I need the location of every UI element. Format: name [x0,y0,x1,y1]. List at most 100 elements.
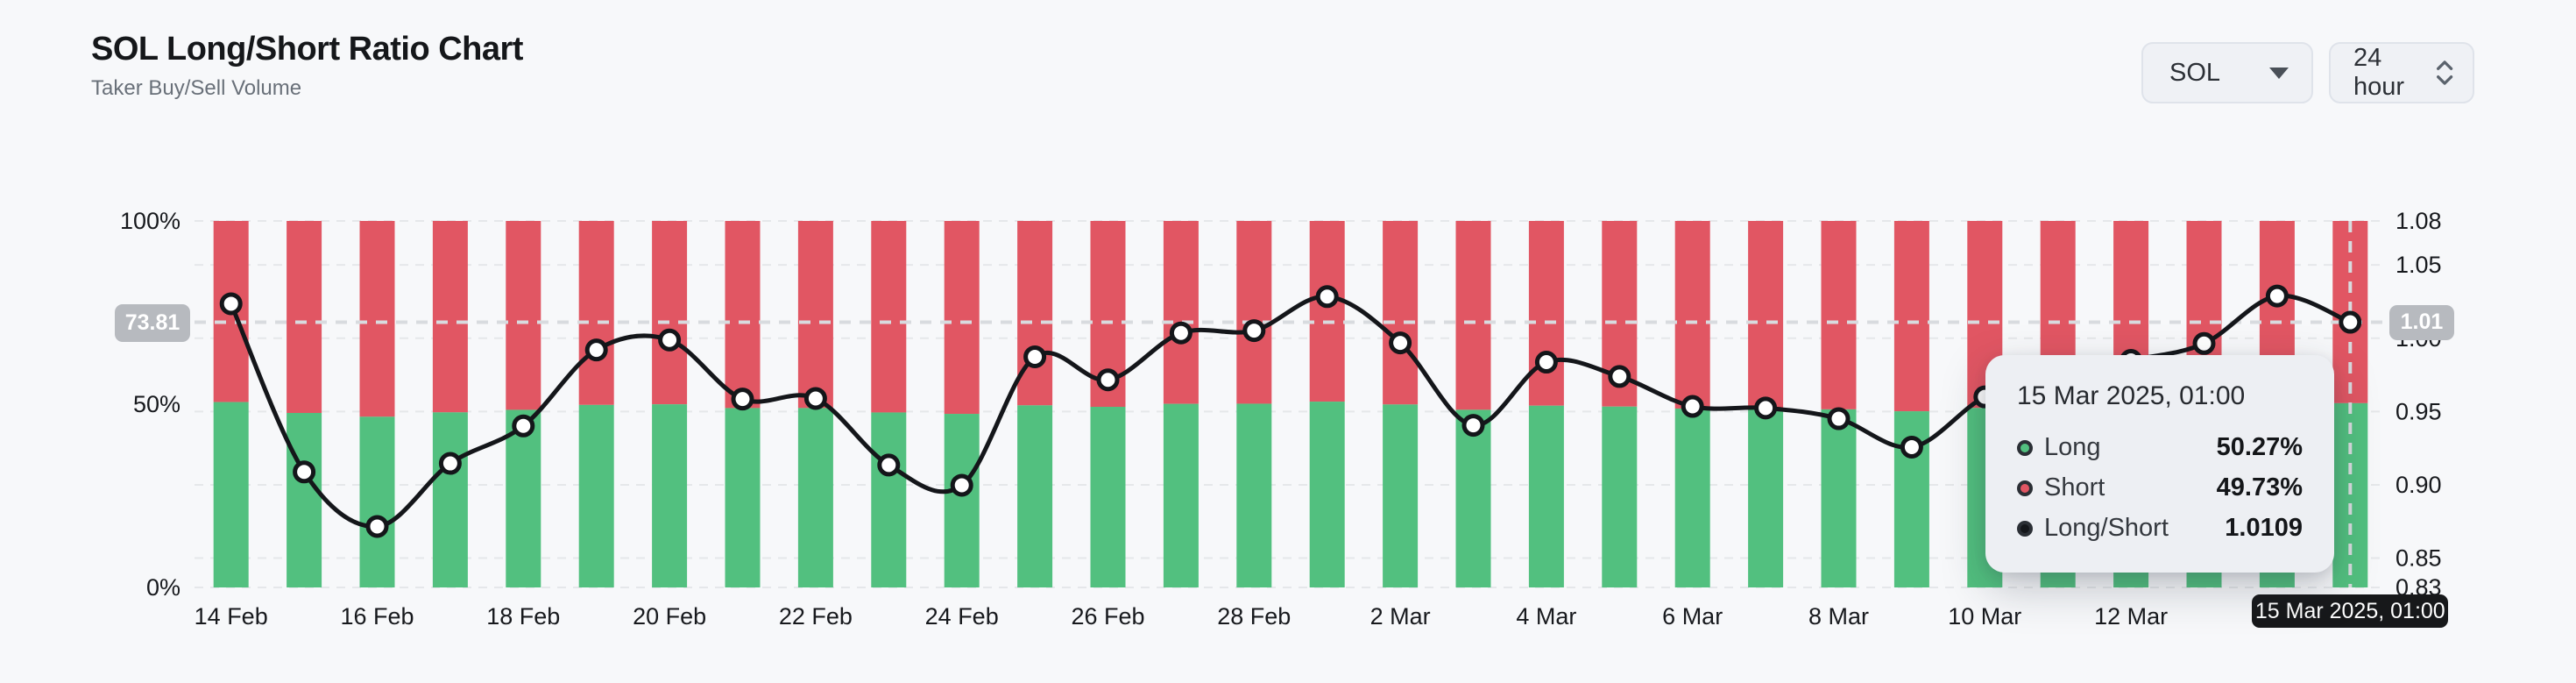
bar-short-segment[interactable] [432,221,468,413]
bar-short-segment[interactable] [871,221,907,413]
line-marker[interactable] [1900,435,1923,459]
bar-long-segment[interactable] [871,412,907,587]
interval-dropdown-value: 24 hour [2353,44,2405,101]
tooltip-date: 15 Mar 2025, 01:00 [2017,381,2246,410]
line-marker[interactable] [803,387,827,410]
bar-short-segment[interactable] [1455,221,1491,410]
x-tick-label: 18 Feb [486,603,560,630]
line-marker[interactable] [731,388,754,411]
line-marker[interactable] [1169,321,1192,345]
bar-short-segment[interactable] [1748,221,1784,409]
bar-long-segment[interactable] [1309,402,1345,587]
line-marker[interactable] [1242,319,1266,343]
line-marker[interactable] [2339,310,2362,334]
line-marker[interactable] [1461,414,1485,438]
page-title: SOL Long/Short Ratio Chart [91,31,523,68]
bar-long-segment[interactable] [359,416,395,587]
line-marker[interactable] [1023,345,1047,368]
line-marker[interactable] [1534,351,1558,374]
bar-short-segment[interactable] [287,221,322,413]
bar-long-segment[interactable] [578,404,614,587]
chart-header: SOL Long/Short Ratio Chart Taker Buy/Sel… [91,30,523,101]
bar-short-segment[interactable] [1236,221,1272,404]
bar-short-segment[interactable] [1163,221,1199,404]
tooltip-row-ratio: Long/Short 1.0109 [2017,513,2303,544]
line-marker[interactable] [1315,285,1339,309]
line-marker[interactable] [2265,284,2289,308]
line-marker[interactable] [219,292,243,316]
bar-short-segment[interactable] [506,221,541,410]
bar-short-segment[interactable] [1309,221,1345,402]
line-marker[interactable] [2192,331,2216,355]
bar-long-segment[interactable] [1163,403,1199,587]
tooltip-row-short: Short 49.73% [2017,473,2303,503]
x-tick-label: 6 Mar [1662,603,1723,630]
bar-short-segment[interactable] [1017,221,1053,406]
bar-short-segment[interactable] [944,221,980,415]
bar-short-segment[interactable] [359,221,395,417]
bar-long-segment[interactable] [652,404,688,587]
line-marker[interactable] [365,515,389,538]
bar-long-segment[interactable] [1748,409,1784,587]
line-marker[interactable] [293,460,316,484]
crosshair-date-pill: 15 Mar 2025, 01:00 [2252,594,2449,628]
y-right-tick-label: 1.08 [2396,208,2442,234]
bar-long-segment[interactable] [287,412,322,587]
line-marker[interactable] [658,328,682,352]
line-marker[interactable] [584,338,608,362]
interval-dropdown[interactable]: 24 hour [2329,42,2474,103]
tooltip-label: Long [2044,433,2101,461]
bar-long-segment[interactable] [725,408,761,587]
bar-long-segment[interactable] [1017,405,1053,587]
bar-long-segment[interactable] [1602,406,1638,587]
line-marker[interactable] [1608,365,1631,388]
x-tick-label: 24 Feb [925,603,999,630]
bar-long-segment[interactable] [1821,409,1857,587]
chevron-down-icon [2269,67,2289,79]
page-subtitle: Taker Buy/Sell Volume [91,76,302,100]
line-marker[interactable] [1681,395,1704,418]
x-tick-label: 14 Feb [195,603,268,630]
bar-long-segment[interactable] [1236,403,1272,587]
bar-long-segment[interactable] [1383,404,1419,587]
line-marker[interactable] [877,453,901,477]
line-marker[interactable] [950,473,973,497]
ratio-series-dot-icon [2017,520,2033,537]
x-tick-label: 26 Feb [1071,603,1144,630]
symbol-dropdown[interactable]: SOL [2141,42,2313,103]
left-axis-current-value-pill: 73.81 [115,303,190,342]
bar-short-segment[interactable] [1893,221,1929,412]
line-marker[interactable] [1827,407,1851,430]
bar-long-segment[interactable] [944,414,980,587]
bar-short-segment[interactable] [1528,221,1564,406]
bar-short-segment[interactable] [725,221,761,409]
line-marker[interactable] [1096,368,1120,392]
bar-short-segment[interactable] [1821,221,1857,409]
sort-updown-icon [2436,60,2452,85]
tooltip-rows: Long 50.27% Short 49.73% Long/Short 1.01… [2017,432,2303,544]
bar-long-segment[interactable] [213,402,249,587]
bar-short-segment[interactable] [1383,221,1419,405]
bar-short-segment[interactable] [578,221,614,405]
bar-long-segment[interactable] [1090,407,1126,587]
bar-long-segment[interactable] [432,412,468,587]
bar-long-segment[interactable] [1455,409,1491,587]
bar-long-segment[interactable] [506,409,541,587]
line-marker[interactable] [1754,396,1778,420]
tooltip-label: Short [2044,473,2105,502]
bar-long-segment[interactable] [1674,408,1710,587]
line-marker[interactable] [512,414,535,438]
bar-short-segment[interactable] [1674,221,1710,409]
bar-short-segment[interactable] [797,221,833,409]
long-series-dot-icon [2017,439,2033,456]
line-marker[interactable] [1389,331,1412,355]
x-tick-label: 22 Feb [779,603,853,630]
line-marker[interactable] [438,452,462,475]
bar-short-segment[interactable] [652,221,688,405]
tooltip-value: 1.0109 [2225,514,2303,542]
x-tick-label: 10 Mar [1948,603,2021,630]
bar-long-segment[interactable] [797,408,833,587]
x-tick-label: 2 Mar [1370,603,1431,630]
right-axis-current-value-pill: 1.01 [2389,304,2454,340]
bar-long-segment[interactable] [1528,405,1564,587]
